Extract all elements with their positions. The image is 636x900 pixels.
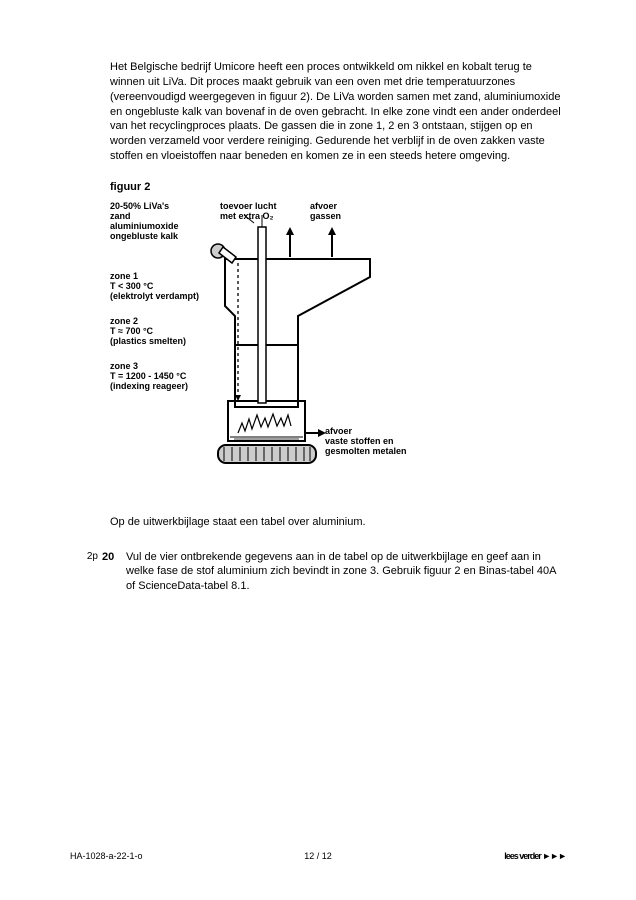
after-figure-text: Op de uitwerkbijlage staat een tabel ove… <box>110 515 566 530</box>
intro-paragraph: Het Belgische bedrijf Umicore heeft een … <box>110 60 566 164</box>
furnace-svg <box>110 201 450 491</box>
question-text: Vul de vier ontbrekende gegevens aan in … <box>126 550 566 595</box>
page-footer: HA-1028-a-22-1-o 12 / 12 lees verder ►►► <box>70 850 566 862</box>
figure-box: 20-50% LiVa's zand aluminiumoxide ongebl… <box>110 201 450 491</box>
question-row: 2p 20 Vul de vier ontbrekende gegevens a… <box>110 550 566 595</box>
footer-center: 12 / 12 <box>70 850 566 862</box>
question-points: 2p <box>72 550 102 564</box>
figure-caption: figuur 2 <box>110 180 566 195</box>
question-number: 20 <box>102 550 126 565</box>
figure-2: figuur 2 20-50% LiVa's zand aluminiumoxi… <box>110 180 566 491</box>
